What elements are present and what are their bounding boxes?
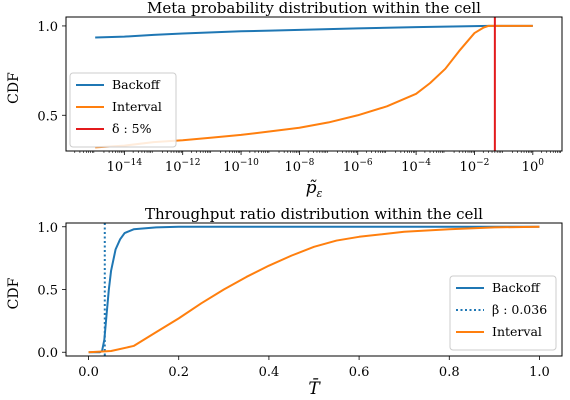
plot-area: [88, 223, 540, 356]
x-tick-label: 10−10: [223, 158, 259, 175]
x-tick-label-base: 10: [107, 160, 124, 175]
x-tick-label: 0.6: [349, 365, 370, 380]
x-tick-label-base: 10: [284, 160, 301, 175]
legend-label-1: Interval: [112, 99, 162, 114]
legend-label-0: Backoff: [112, 77, 161, 92]
x-tick-label: 0.8: [439, 365, 460, 380]
x-tick-label: 100: [522, 158, 545, 175]
chart-1: Throughput ratio distribution within the…: [6, 205, 563, 399]
series-line-0: [88, 225, 540, 354]
chart-title: Meta probability distribution within the…: [147, 0, 481, 17]
y-tick-label: 1.0: [37, 20, 58, 35]
x-tick-label-exp: −4: [418, 158, 432, 168]
x-tick-label-exp: 0: [538, 158, 544, 168]
x-tick-label: 10−4: [401, 158, 431, 175]
x-tick-label: 10−12: [165, 158, 201, 175]
x-tick-label-exp: −12: [181, 158, 200, 168]
x-tick-label-exp: −10: [240, 158, 259, 168]
x-axis-label-sub: ε: [316, 187, 322, 200]
legend: Backoff Interval δ : 5%: [69, 72, 177, 148]
x-tick-label: 10−2: [460, 158, 490, 175]
x-tick-label: 0.4: [259, 365, 280, 380]
axes-frame: [65, 16, 563, 152]
x-tick-label-base: 10: [343, 160, 360, 175]
plot-area: [95, 17, 533, 151]
x-tick-label: 0.2: [168, 365, 189, 380]
x-tick-label-base: 10: [401, 160, 418, 175]
y-axis-label: CDF: [6, 72, 22, 104]
x-tick-label: 10−8: [284, 158, 314, 175]
x-tick-label: 1.0: [529, 365, 550, 380]
chart-title: Throughput ratio distribution within the…: [145, 205, 483, 223]
x-tick-label: 0.0: [78, 365, 99, 380]
y-tick-label: 0.0: [37, 346, 58, 361]
legend-label-2: δ : 5%: [112, 121, 152, 136]
x-tick-label: 10−6: [343, 158, 373, 175]
y-tick-label: 1.0: [37, 221, 58, 236]
x-tick-label-base: 10: [223, 160, 240, 175]
series-line-0: [95, 24, 533, 39]
series-line-1: [95, 24, 533, 149]
x-tick-label-base: 10: [165, 160, 182, 175]
x-axis-label-main: p̃: [306, 178, 317, 198]
chart-0: Meta probability distribution within the…: [6, 0, 563, 200]
legend-label-1: β : 0.036: [492, 302, 547, 317]
x-axis-label: p̃ε: [306, 178, 323, 200]
x-axis-label-main: T̄: [308, 377, 321, 399]
x-tick-label-exp: −2: [476, 158, 489, 168]
y-axis-label: CDF: [6, 277, 22, 309]
y-tick-label: 0.5: [37, 284, 58, 299]
x-tick-label-base: 10: [522, 160, 539, 175]
x-tick-label-exp: −6: [359, 158, 373, 168]
y-tick-label: 0.5: [37, 109, 58, 124]
series-line-2: [88, 225, 540, 354]
legend-label-2: Interval: [492, 324, 542, 339]
x-axis-label: T̄: [308, 377, 321, 399]
x-tick-label: 10−14: [107, 158, 143, 175]
legend-label-0: Backoff: [492, 280, 541, 295]
x-tick-label-exp: −8: [301, 158, 315, 168]
x-tick-label-exp: −14: [123, 158, 142, 168]
legend: Backoff β : 0.036 Interval: [449, 275, 557, 351]
x-tick-label-base: 10: [460, 160, 477, 175]
